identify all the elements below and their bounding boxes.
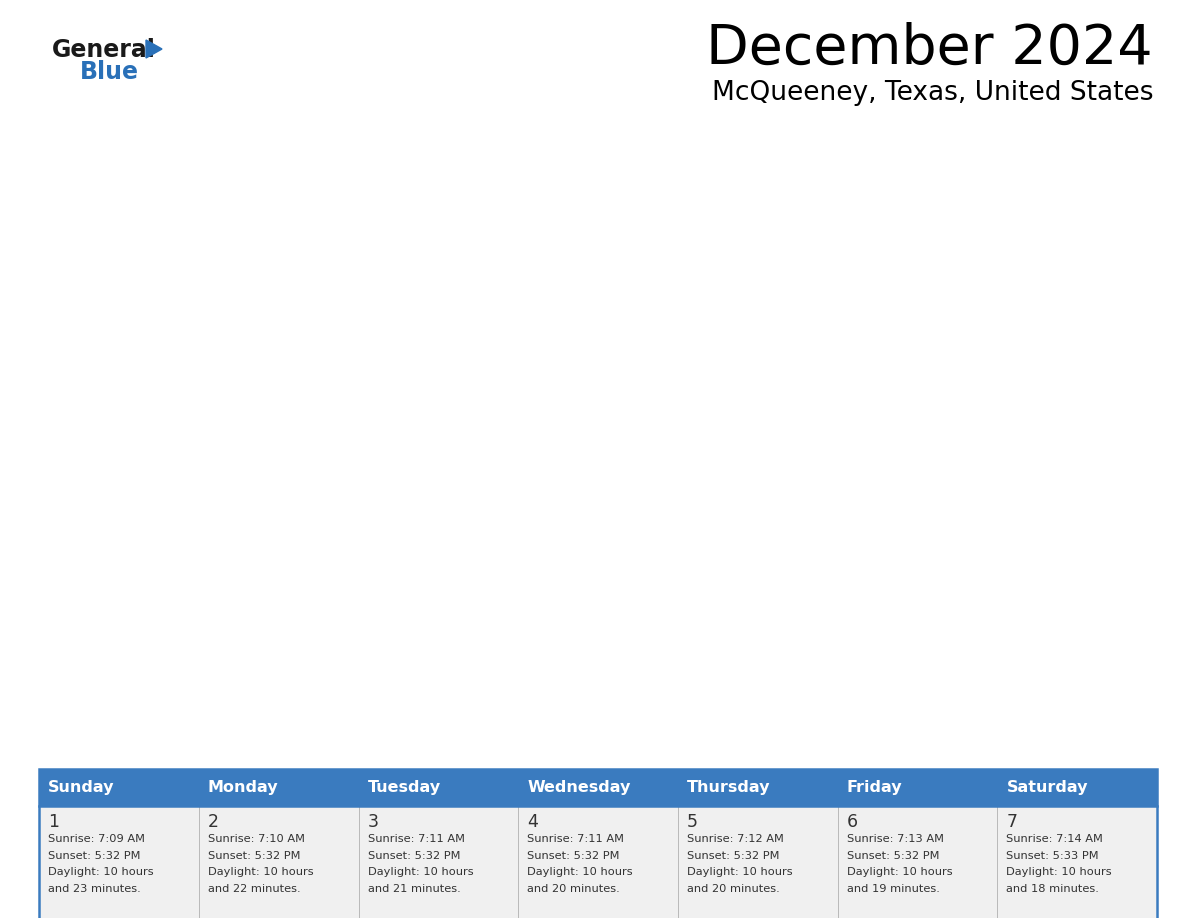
Text: Sunset: 5:32 PM: Sunset: 5:32 PM — [208, 850, 301, 860]
Text: Sunset: 5:32 PM: Sunset: 5:32 PM — [847, 850, 940, 860]
Text: Sunrise: 7:10 AM: Sunrise: 7:10 AM — [208, 834, 305, 844]
Bar — [998, 806, 1157, 918]
Text: and 23 minutes.: and 23 minutes. — [49, 883, 141, 893]
Text: Sunset: 5:32 PM: Sunset: 5:32 PM — [367, 850, 460, 860]
Bar — [518, 806, 678, 918]
Text: 4: 4 — [527, 813, 538, 831]
Bar — [359, 806, 518, 918]
Bar — [838, 769, 998, 806]
Text: Blue: Blue — [80, 60, 139, 84]
Text: Monday: Monday — [208, 780, 278, 795]
Text: Daylight: 10 hours: Daylight: 10 hours — [208, 867, 314, 877]
Text: Daylight: 10 hours: Daylight: 10 hours — [1006, 867, 1112, 877]
Text: and 18 minutes.: and 18 minutes. — [1006, 883, 1099, 893]
Text: Sunrise: 7:12 AM: Sunrise: 7:12 AM — [687, 834, 784, 844]
Text: Sunset: 5:33 PM: Sunset: 5:33 PM — [1006, 850, 1099, 860]
Bar — [39, 769, 1157, 918]
Text: Friday: Friday — [847, 780, 903, 795]
Text: McQueeney, Texas, United States: McQueeney, Texas, United States — [712, 80, 1154, 106]
Text: and 19 minutes.: and 19 minutes. — [847, 883, 940, 893]
Text: Sunrise: 7:11 AM: Sunrise: 7:11 AM — [367, 834, 465, 844]
Text: December 2024: December 2024 — [707, 22, 1154, 76]
Text: Daylight: 10 hours: Daylight: 10 hours — [687, 867, 792, 877]
Bar — [359, 769, 518, 806]
Text: 2: 2 — [208, 813, 219, 831]
Text: Saturday: Saturday — [1006, 780, 1088, 795]
Bar — [838, 806, 998, 918]
Bar — [39, 806, 198, 918]
Text: Sunrise: 7:09 AM: Sunrise: 7:09 AM — [49, 834, 145, 844]
Text: Daylight: 10 hours: Daylight: 10 hours — [847, 867, 953, 877]
Text: Sunset: 5:32 PM: Sunset: 5:32 PM — [49, 850, 140, 860]
Bar — [998, 769, 1157, 806]
Text: 7: 7 — [1006, 813, 1017, 831]
Text: Tuesday: Tuesday — [367, 780, 441, 795]
Text: and 20 minutes.: and 20 minutes. — [527, 883, 620, 893]
Text: Sunrise: 7:14 AM: Sunrise: 7:14 AM — [1006, 834, 1104, 844]
Text: 3: 3 — [367, 813, 379, 831]
Text: Daylight: 10 hours: Daylight: 10 hours — [367, 867, 473, 877]
Text: Wednesday: Wednesday — [527, 780, 631, 795]
Text: 5: 5 — [687, 813, 699, 831]
Polygon shape — [146, 40, 162, 58]
Bar — [198, 806, 359, 918]
Text: 6: 6 — [847, 813, 858, 831]
Text: Sunrise: 7:13 AM: Sunrise: 7:13 AM — [847, 834, 943, 844]
Bar — [39, 769, 198, 806]
Text: General: General — [52, 38, 156, 62]
Text: Daylight: 10 hours: Daylight: 10 hours — [527, 867, 633, 877]
Text: Sunset: 5:32 PM: Sunset: 5:32 PM — [527, 850, 620, 860]
Text: Sunday: Sunday — [49, 780, 115, 795]
Text: 1: 1 — [49, 813, 59, 831]
Text: Sunrise: 7:11 AM: Sunrise: 7:11 AM — [527, 834, 625, 844]
Text: and 20 minutes.: and 20 minutes. — [687, 883, 779, 893]
Bar — [518, 769, 678, 806]
Bar — [678, 769, 838, 806]
Bar — [198, 769, 359, 806]
Text: Sunset: 5:32 PM: Sunset: 5:32 PM — [687, 850, 779, 860]
Text: and 21 minutes.: and 21 minutes. — [367, 883, 461, 893]
Text: Thursday: Thursday — [687, 780, 771, 795]
Text: Daylight: 10 hours: Daylight: 10 hours — [49, 867, 153, 877]
Bar — [678, 806, 838, 918]
Text: and 22 minutes.: and 22 minutes. — [208, 883, 301, 893]
